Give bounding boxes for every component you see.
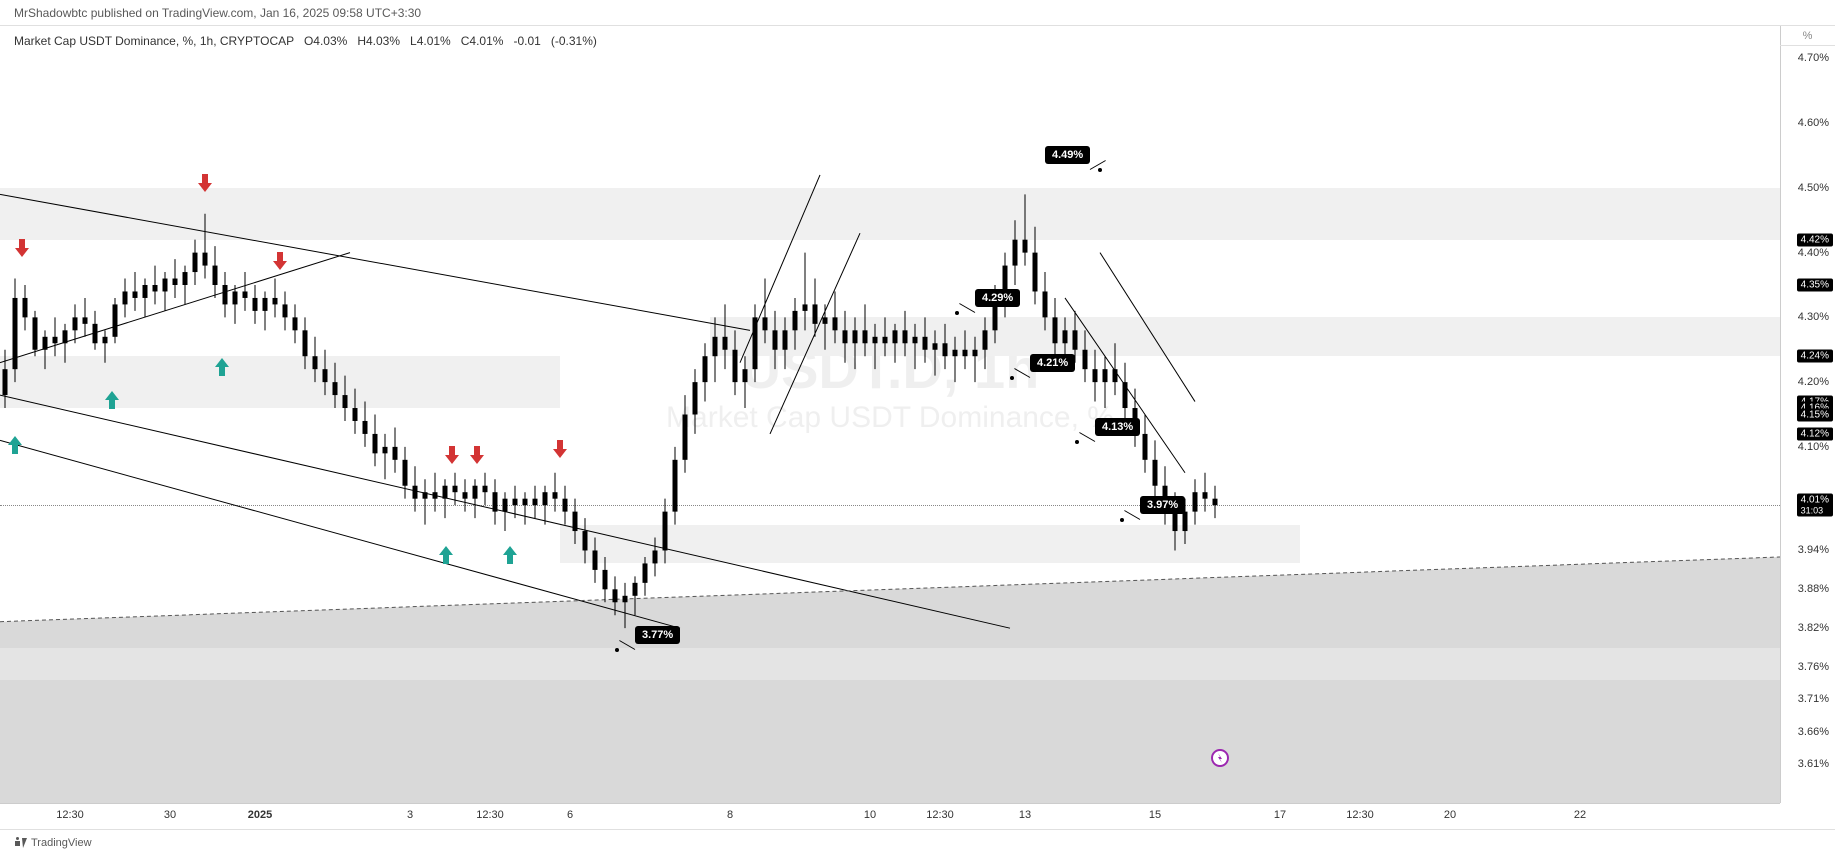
- footer: TradingView: [0, 829, 1835, 855]
- price-callout-label[interactable]: 4.21%: [1030, 354, 1075, 372]
- y-axis-price-badge: 4.12%: [1797, 427, 1833, 440]
- price-callout-anchor: [615, 648, 619, 652]
- y-tick-label: 4.30%: [1798, 311, 1829, 323]
- arrow-down-icon[interactable]: [273, 252, 287, 270]
- arrow-up-icon[interactable]: [503, 546, 517, 564]
- candles-layer: [0, 26, 1780, 803]
- arrow-up-icon[interactable]: [8, 436, 22, 454]
- x-tick-label: 12:30: [926, 809, 954, 821]
- arrow-down-icon[interactable]: [15, 239, 29, 257]
- y-tick-label: 4.50%: [1798, 182, 1829, 194]
- x-tick-label: 20: [1444, 809, 1456, 821]
- price-callout-anchor: [955, 311, 959, 315]
- y-axis-live-price-badge: 4.01%31:03: [1797, 494, 1833, 517]
- x-tick-label: 17: [1274, 809, 1286, 821]
- change-pct: (-0.31%): [551, 34, 597, 48]
- arrow-up-icon[interactable]: [215, 358, 229, 376]
- x-tick-label: 12:30: [1346, 809, 1374, 821]
- x-tick-label: 8: [727, 809, 733, 821]
- y-tick-label: 3.61%: [1798, 758, 1829, 770]
- y-axis-price-badge: 4.35%: [1797, 279, 1833, 292]
- y-tick-label: 3.66%: [1798, 726, 1829, 738]
- x-tick-label: 3: [407, 809, 413, 821]
- price-callout-label[interactable]: 4.49%: [1045, 146, 1090, 164]
- arrow-down-icon[interactable]: [445, 446, 459, 464]
- x-tick-label: 6: [567, 809, 573, 821]
- price-callout-label[interactable]: 3.97%: [1140, 496, 1185, 514]
- y-tick-label: 3.88%: [1798, 583, 1829, 595]
- x-axis[interactable]: 12:30 30 2025 3 12:30 6 8 10 12:30 13 15 17 12:30 20 2…: [0, 803, 1780, 829]
- price-callout-label[interactable]: 4.29%: [975, 289, 1020, 307]
- ohlc-low: L4.01%: [410, 34, 451, 48]
- footer-logo-text: TradingView: [31, 837, 92, 849]
- ohlc-close: C4.01%: [461, 34, 504, 48]
- symbol-desc: Market Cap USDT Dominance, %,: [14, 34, 197, 48]
- y-axis-price-badge: 4.24%: [1797, 350, 1833, 363]
- y-axis-price-badge: 4.15%: [1797, 408, 1833, 421]
- y-tick-label: 3.94%: [1798, 544, 1829, 556]
- exchange: CRYPTOCAP: [220, 34, 294, 48]
- publish-header: MrShadowbtc published on TradingView.com…: [0, 0, 1835, 26]
- y-tick-label: 4.40%: [1798, 247, 1829, 259]
- x-tick-label: 13: [1019, 809, 1031, 821]
- y-axis-price-badge: 4.42%: [1797, 233, 1833, 246]
- ohlc-open: O4.03%: [304, 34, 347, 48]
- y-axis[interactable]: % 4.70% 4.60% 4.50% 4.40% 4.30% 4.20% 4.10% 3.9…: [1780, 26, 1835, 803]
- arrow-up-icon[interactable]: [105, 391, 119, 409]
- x-tick-label: 12:30: [476, 809, 504, 821]
- arrow-down-icon[interactable]: [198, 174, 212, 192]
- publish-date: Jan 16, 2025 09:58 UTC+3:30: [260, 6, 421, 20]
- ohlc-high: H4.03%: [357, 34, 400, 48]
- tv-logo-icon: [14, 836, 28, 850]
- chart-area[interactable]: USDT.D, 1h Market Cap USDT Dominance, % …: [0, 26, 1780, 803]
- y-tick-label: 3.71%: [1798, 693, 1829, 705]
- symbol-info-bar: Market Cap USDT Dominance, %, 1h, CRYPTO…: [14, 34, 597, 48]
- y-tick-label: 3.76%: [1798, 661, 1829, 673]
- x-tick-label: 15: [1149, 809, 1161, 821]
- publish-text: published on TradingView.com,: [91, 6, 257, 20]
- x-tick-label: 22: [1574, 809, 1586, 821]
- change-abs: -0.01: [513, 34, 540, 48]
- y-tick-label: 4.10%: [1798, 441, 1829, 453]
- x-tick-label: 30: [164, 809, 176, 821]
- arrow-up-icon[interactable]: [439, 546, 453, 564]
- y-tick-label: 4.20%: [1798, 376, 1829, 388]
- arrow-down-icon[interactable]: [553, 440, 567, 458]
- y-axis-unit: %: [1780, 26, 1835, 46]
- price-callout-label[interactable]: 4.13%: [1095, 418, 1140, 436]
- x-tick-label: 2025: [248, 809, 272, 821]
- x-tick-label: 12:30: [56, 809, 84, 821]
- price-callout-label[interactable]: 3.77%: [635, 626, 680, 644]
- x-tick-label: 10: [864, 809, 876, 821]
- y-tick-label: 4.60%: [1798, 117, 1829, 129]
- tradingview-logo[interactable]: TradingView: [14, 836, 92, 850]
- publisher-name: MrShadowbtc: [14, 6, 87, 20]
- price-callout-anchor: [1010, 376, 1014, 380]
- snapshot-flash-icon[interactable]: [1211, 749, 1229, 767]
- y-tick-label: 3.82%: [1798, 622, 1829, 634]
- y-tick-label: 4.70%: [1798, 52, 1829, 64]
- interval: 1h,: [200, 34, 217, 48]
- arrow-down-icon[interactable]: [470, 446, 484, 464]
